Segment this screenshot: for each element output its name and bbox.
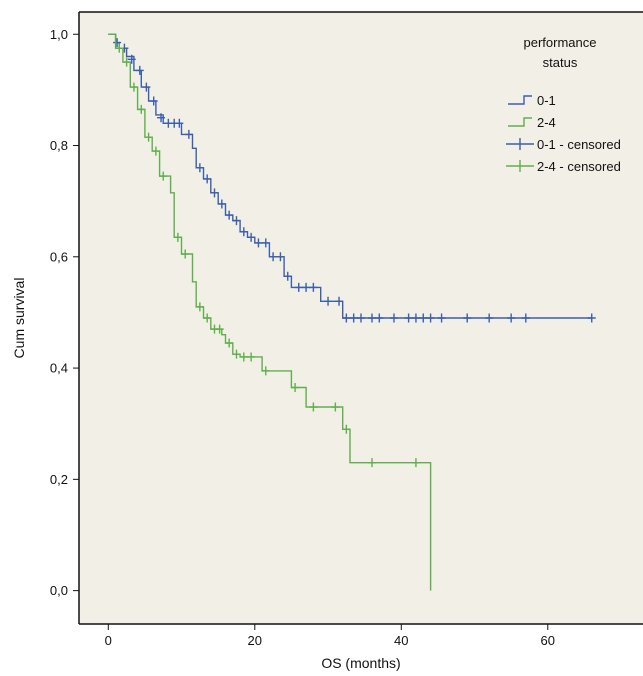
legend-line-swatch — [508, 95, 532, 105]
censor-mark-2-4 — [225, 338, 234, 348]
censor-mark-0-1 — [587, 313, 596, 323]
censor-mark-0-1 — [217, 199, 226, 209]
censor-mark-2-4 — [309, 402, 318, 412]
legend-symbol — [508, 95, 532, 105]
censor-mark-0-1 — [225, 210, 234, 220]
legend-label: 2-4 — [537, 115, 556, 130]
x-tick-label: 0 — [105, 633, 112, 648]
censor-mark-2-4 — [411, 458, 420, 468]
y-tick-label: 0,4 — [50, 361, 68, 376]
y-tick-label: 0,8 — [50, 138, 68, 153]
legend-censor-swatch — [506, 160, 534, 172]
censor-mark-0-1 — [302, 282, 311, 292]
legend-symbol — [508, 117, 532, 127]
censor-mark-0-1 — [276, 252, 285, 262]
censor-mark-0-1 — [437, 313, 446, 323]
censor-mark-0-1 — [261, 238, 270, 248]
censor-mark-2-4 — [203, 313, 212, 323]
series-layer — [108, 33, 596, 591]
censor-mark-2-4 — [367, 458, 376, 468]
censor-mark-0-1 — [521, 313, 530, 323]
y-tick-label: 1,0 — [50, 27, 68, 42]
censor-mark-0-1 — [419, 313, 428, 323]
censor-mark-0-1 — [127, 54, 136, 64]
censor-mark-0-1 — [309, 282, 318, 292]
censor-mark-2-4 — [115, 43, 124, 53]
axes-group: 0,0 0,2 0,4 0,6 0,8 1,0 0 20 40 60 — [50, 27, 555, 648]
censor-mark-2-4 — [181, 249, 190, 259]
censor-mark-0-1 — [142, 82, 151, 92]
censor-mark-0-1 — [342, 313, 351, 323]
censor-mark-0-1 — [269, 252, 278, 262]
censor-mark-2-4 — [342, 424, 351, 434]
censor-mark-0-1 — [113, 38, 122, 48]
censor-mark-2-4 — [129, 82, 138, 92]
x-tick-label: 40 — [394, 633, 408, 648]
censor-mark-0-1 — [210, 188, 219, 198]
legend-title: status — [543, 55, 578, 70]
legend-label: 0-1 — [537, 93, 556, 108]
censor-mark-0-1 — [375, 313, 384, 323]
legend-label: 0-1 - censored — [537, 137, 621, 152]
censor-mark-2-4 — [151, 146, 160, 156]
series-0-1 — [108, 33, 596, 323]
censor-mark-2-4 — [137, 104, 146, 114]
censor-mark-2-4 — [331, 402, 340, 412]
censor-mark-0-1 — [485, 313, 494, 323]
censor-mark-0-1 — [283, 271, 292, 281]
censor-mark-2-4 — [122, 57, 131, 67]
censor-mark-2-4 — [291, 383, 300, 393]
legend-censor-swatch — [506, 138, 534, 150]
censor-mark-0-1 — [175, 118, 184, 128]
censor-mark-0-1 — [335, 296, 344, 306]
censor-mark-0-1 — [294, 282, 303, 292]
series-2-4 — [108, 33, 432, 591]
censor-mark-2-4 — [159, 171, 168, 181]
legend: performance status 0-1 2-4 0-1 - censored 2-4… — [506, 35, 621, 174]
y-tick-label: 0,6 — [50, 249, 68, 264]
censor-mark-0-1 — [135, 65, 144, 75]
legend-label: 2-4 - censored — [537, 159, 621, 174]
censor-mark-0-1 — [367, 313, 376, 323]
legend-symbol — [506, 160, 534, 172]
legend-symbol — [506, 138, 534, 150]
y-axis-label: Cum survival — [11, 278, 27, 359]
legend-title: performance — [524, 35, 597, 50]
y-tick-label: 0,2 — [50, 472, 68, 487]
censor-mark-2-4 — [261, 366, 270, 376]
y-tick-label: 0,0 — [50, 583, 68, 598]
censor-mark-0-1 — [203, 174, 212, 184]
x-tick-label: 20 — [248, 633, 262, 648]
censor-mark-2-4 — [232, 349, 241, 359]
censor-mark-0-1 — [389, 313, 398, 323]
censor-mark-0-1 — [349, 313, 358, 323]
censor-mark-0-1 — [357, 313, 365, 323]
censor-mark-0-1 — [157, 113, 166, 123]
censor-mark-2-4 — [247, 352, 256, 362]
censor-mark-0-1 — [324, 296, 333, 306]
censor-mark-0-1 — [184, 129, 193, 139]
censor-mark-0-1 — [247, 232, 256, 242]
censor-mark-0-1 — [254, 238, 263, 248]
censor-mark-2-4 — [239, 352, 248, 362]
censor-mark-0-1 — [463, 313, 472, 323]
censor-mark-2-4 — [144, 132, 153, 142]
censor-mark-0-1 — [239, 227, 248, 237]
x-tick-label: 60 — [541, 633, 555, 648]
censor-mark-0-1 — [507, 313, 516, 323]
censor-mark-0-1 — [404, 313, 413, 323]
censor-mark-2-4 — [215, 324, 224, 334]
censor-mark-0-1 — [195, 163, 204, 173]
censor-mark-2-4 — [195, 302, 204, 312]
censor-mark-0-1 — [411, 313, 420, 323]
censor-mark-0-1 — [232, 216, 241, 226]
x-axis-label: OS (months) — [321, 655, 400, 671]
legend-line-swatch — [508, 117, 532, 127]
censor-mark-0-1 — [149, 96, 158, 106]
censor-mark-2-4 — [173, 232, 182, 242]
censor-mark-0-1 — [426, 313, 435, 323]
